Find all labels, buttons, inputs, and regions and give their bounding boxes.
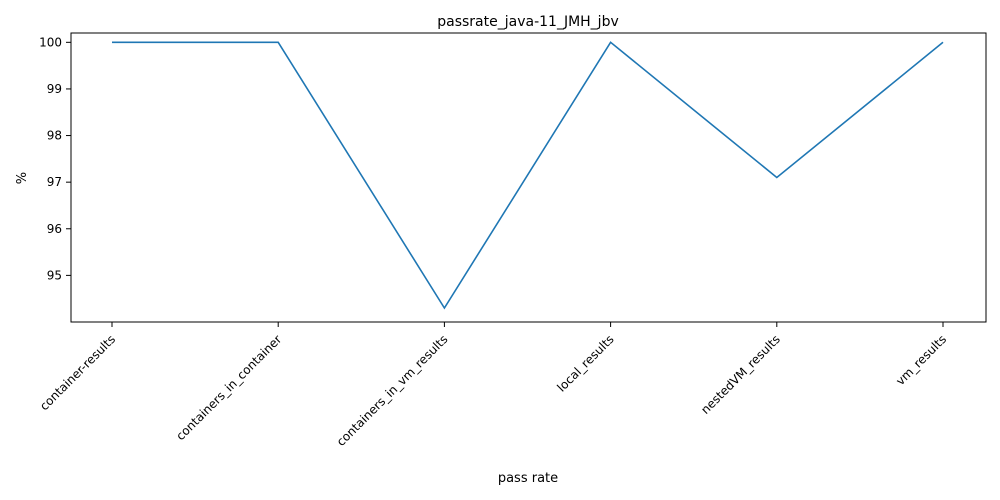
y-axis-label: % — [15, 172, 30, 184]
x-tick-label: containers_in_container — [173, 332, 284, 443]
y-tick-label: 96 — [47, 222, 62, 236]
y-tick-label: 97 — [47, 175, 62, 189]
chart-title: passrate_java-11_JMH_jbv — [437, 14, 619, 30]
series-layer — [111, 41, 944, 310]
x-tick-label: vm_results — [893, 332, 949, 388]
y-tick-label: 98 — [47, 129, 62, 143]
y-axis: 95 96 97 98 99 100 — [39, 35, 71, 282]
y-tick-label: 99 — [47, 82, 62, 96]
plot-area — [70, 32, 987, 323]
x-tick-label: containers_in_vm_results — [334, 332, 451, 449]
x-axis-label: pass rate — [498, 471, 558, 486]
series-line-0 — [112, 41, 944, 310]
x-axis: container-results containers_in_container… — [37, 322, 949, 449]
x-tick-label: container-results — [37, 332, 118, 413]
y-tick-label: 95 — [47, 268, 62, 282]
x-tick-label: local_results — [554, 332, 616, 394]
y-tick-label: 100 — [39, 35, 62, 49]
x-tick-label: nestedVM_results — [698, 332, 783, 417]
